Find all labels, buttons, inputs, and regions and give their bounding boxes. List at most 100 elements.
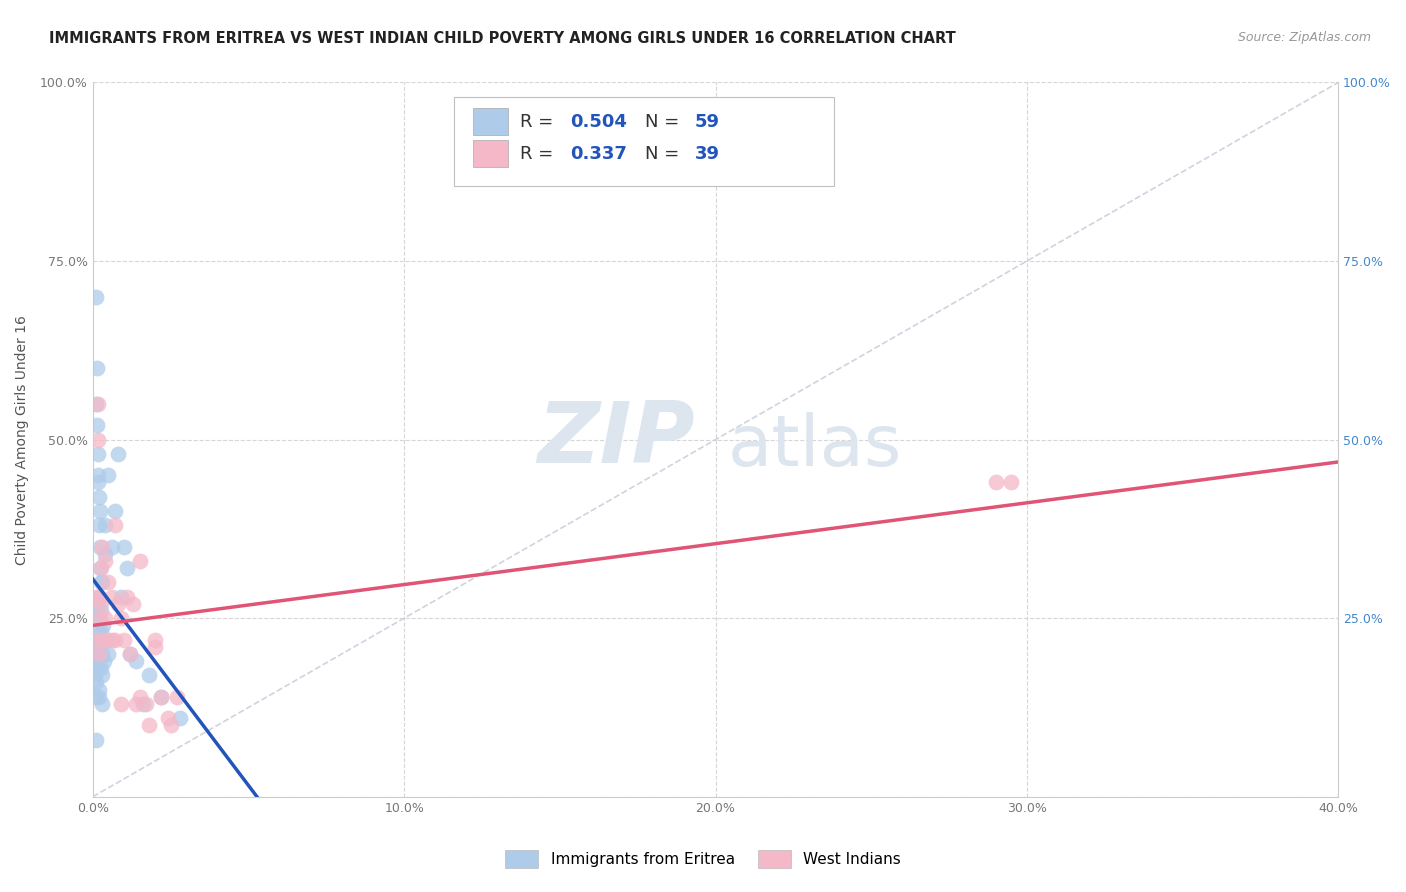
Text: R =: R = xyxy=(520,112,560,131)
Point xyxy=(90,597,112,611)
Point xyxy=(984,475,1007,490)
Point xyxy=(97,468,120,483)
Point xyxy=(120,647,142,661)
Point xyxy=(94,611,117,625)
Point xyxy=(86,625,108,640)
Point xyxy=(90,661,112,675)
Point xyxy=(90,625,112,640)
Point xyxy=(86,418,108,433)
Point xyxy=(138,718,160,732)
Point xyxy=(156,711,179,725)
Text: 39: 39 xyxy=(695,145,720,163)
Point xyxy=(91,647,114,661)
Point xyxy=(84,590,107,604)
Point xyxy=(87,468,110,483)
Bar xyxy=(472,140,508,168)
Point xyxy=(87,647,110,661)
Point xyxy=(143,632,166,647)
Text: N =: N = xyxy=(644,145,685,163)
Point xyxy=(83,647,105,661)
Point xyxy=(120,647,142,661)
Point xyxy=(86,397,108,411)
Point xyxy=(166,690,188,704)
Point xyxy=(84,675,107,690)
Point xyxy=(89,504,111,518)
Point xyxy=(91,668,114,682)
Point xyxy=(169,711,191,725)
Point xyxy=(104,504,127,518)
Point xyxy=(1000,475,1022,490)
Point xyxy=(86,611,108,625)
Point xyxy=(84,632,107,647)
Point xyxy=(86,647,108,661)
Point xyxy=(107,447,129,461)
Text: atlas: atlas xyxy=(728,412,903,481)
Point xyxy=(94,547,117,561)
Point xyxy=(94,632,117,647)
Point xyxy=(100,590,122,604)
Bar xyxy=(472,108,508,136)
Point xyxy=(91,618,114,632)
Y-axis label: Child Poverty Among Girls Under 16: Child Poverty Among Girls Under 16 xyxy=(15,315,30,565)
Point xyxy=(100,540,122,554)
Text: 0.337: 0.337 xyxy=(569,145,627,163)
Point xyxy=(104,632,127,647)
Point xyxy=(87,590,110,604)
Point xyxy=(84,732,107,747)
Point xyxy=(97,647,120,661)
Point xyxy=(100,632,122,647)
Point xyxy=(84,397,107,411)
Point xyxy=(90,561,112,575)
Point xyxy=(91,540,114,554)
Point xyxy=(110,611,132,625)
Point xyxy=(87,475,110,490)
Point xyxy=(97,632,120,647)
Point xyxy=(86,361,108,376)
Point xyxy=(84,661,107,675)
Point xyxy=(112,540,135,554)
Point xyxy=(84,690,107,704)
Point xyxy=(110,697,132,711)
Point xyxy=(87,682,110,697)
Legend: Immigrants from Eritrea, West Indians: Immigrants from Eritrea, West Indians xyxy=(499,844,907,873)
Point xyxy=(150,690,173,704)
Point xyxy=(128,690,150,704)
Point xyxy=(90,632,112,647)
Point xyxy=(159,718,181,732)
Point xyxy=(84,632,107,647)
Point xyxy=(94,518,117,533)
Point xyxy=(150,690,173,704)
Text: R =: R = xyxy=(520,145,560,163)
Point xyxy=(91,697,114,711)
Point xyxy=(112,632,135,647)
Point xyxy=(86,640,108,654)
Point xyxy=(87,490,110,504)
Point xyxy=(87,632,110,647)
Point xyxy=(91,632,114,647)
FancyBboxPatch shape xyxy=(454,96,834,186)
Point xyxy=(128,554,150,568)
Point xyxy=(89,540,111,554)
Point xyxy=(91,575,114,590)
Point xyxy=(107,597,129,611)
Point xyxy=(97,575,120,590)
Point xyxy=(87,661,110,675)
Point xyxy=(143,640,166,654)
Text: 59: 59 xyxy=(695,112,720,131)
Text: N =: N = xyxy=(644,112,685,131)
Point xyxy=(86,433,108,447)
Point xyxy=(84,654,107,668)
Point xyxy=(138,668,160,682)
Point xyxy=(87,597,110,611)
Point xyxy=(87,611,110,625)
Point xyxy=(94,554,117,568)
Text: 0.504: 0.504 xyxy=(569,112,627,131)
Point xyxy=(87,690,110,704)
Text: IMMIGRANTS FROM ERITREA VS WEST INDIAN CHILD POVERTY AMONG GIRLS UNDER 16 CORREL: IMMIGRANTS FROM ERITREA VS WEST INDIAN C… xyxy=(49,31,956,46)
Point xyxy=(115,590,138,604)
Text: Source: ZipAtlas.com: Source: ZipAtlas.com xyxy=(1237,31,1371,45)
Point xyxy=(93,654,115,668)
Point xyxy=(131,697,153,711)
Point xyxy=(84,668,107,682)
Point xyxy=(115,561,138,575)
